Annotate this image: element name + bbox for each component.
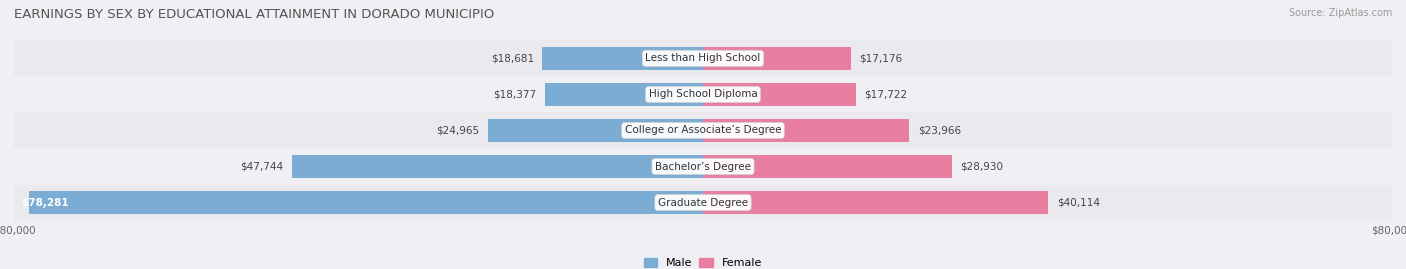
Text: $40,114: $40,114 (1057, 197, 1099, 208)
Text: $17,722: $17,722 (863, 89, 907, 100)
Bar (14, 76, 1392, 112)
Text: $17,176: $17,176 (859, 53, 903, 63)
Text: College or Associate’s Degree: College or Associate’s Degree (624, 125, 782, 136)
Legend: Male, Female: Male, Female (640, 253, 766, 269)
Text: $18,681: $18,681 (491, 53, 534, 63)
Bar (14, 112, 1392, 148)
Text: $24,965: $24,965 (437, 125, 479, 136)
Text: High School Diploma: High School Diploma (648, 89, 758, 100)
Bar (543, 47, 703, 70)
Text: $47,744: $47,744 (240, 161, 284, 172)
Bar (703, 83, 856, 106)
Bar (703, 119, 910, 142)
Text: $28,930: $28,930 (960, 161, 1004, 172)
Bar (30, 191, 703, 214)
Bar (703, 191, 1049, 214)
Bar (14, 148, 1392, 185)
Text: $78,281: $78,281 (21, 197, 69, 208)
Text: $18,377: $18,377 (494, 89, 537, 100)
Text: Less than High School: Less than High School (645, 53, 761, 63)
Bar (292, 155, 703, 178)
Bar (544, 83, 703, 106)
Bar (703, 155, 952, 178)
Bar (703, 47, 851, 70)
Bar (14, 185, 1392, 221)
Bar (488, 119, 703, 142)
Text: EARNINGS BY SEX BY EDUCATIONAL ATTAINMENT IN DORADO MUNICIPIO: EARNINGS BY SEX BY EDUCATIONAL ATTAINMEN… (14, 8, 495, 21)
Text: Bachelor’s Degree: Bachelor’s Degree (655, 161, 751, 172)
Text: Source: ZipAtlas.com: Source: ZipAtlas.com (1288, 8, 1392, 18)
Bar (14, 40, 1392, 76)
Text: Graduate Degree: Graduate Degree (658, 197, 748, 208)
Text: $23,966: $23,966 (918, 125, 960, 136)
